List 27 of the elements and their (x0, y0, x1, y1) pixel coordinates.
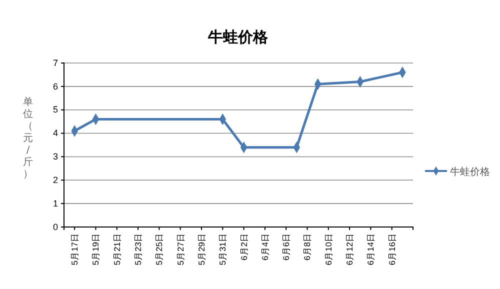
x-tick-label: 5月25日 (154, 233, 164, 266)
y-tick-label: 4 (52, 128, 58, 138)
x-tick-label: 6月6日 (281, 233, 292, 260)
x-tick-label: 6月14日 (366, 233, 376, 266)
x-tick-label: 6月10日 (323, 233, 334, 266)
y-tick-label: 6 (52, 81, 58, 92)
x-tick-label: 5月23日 (133, 233, 144, 266)
y-tick-label: 2 (52, 175, 58, 186)
x-tick-label: 6月2日 (238, 233, 249, 260)
legend-label: 牛蛙价格 (450, 166, 490, 178)
x-tick-label: 6月12日 (344, 233, 355, 266)
x-tick-label: 5月31日 (218, 233, 228, 266)
chart-title: 牛蛙价格 (207, 28, 269, 46)
y-tick-label: 1 (52, 198, 58, 208)
x-tick-label: 5月29日 (196, 233, 206, 266)
x-tick-label: 6月8日 (302, 233, 312, 260)
x-tick-label: 6月4日 (260, 233, 270, 260)
y-axis-title: 单位（元/斤） (23, 96, 33, 180)
x-tick-label: 5月17日 (70, 233, 80, 266)
y-tick-label: 7 (52, 58, 58, 68)
y-tick-label: 0 (52, 222, 58, 232)
x-tick-label: 6月16日 (386, 233, 397, 266)
x-tick-label: 5月21日 (112, 233, 122, 266)
y-tick-label: 3 (52, 152, 58, 162)
x-tick-label: 5月19日 (90, 233, 101, 266)
x-tick-label: 5月27日 (175, 233, 186, 266)
y-tick-label: 5 (52, 104, 58, 115)
